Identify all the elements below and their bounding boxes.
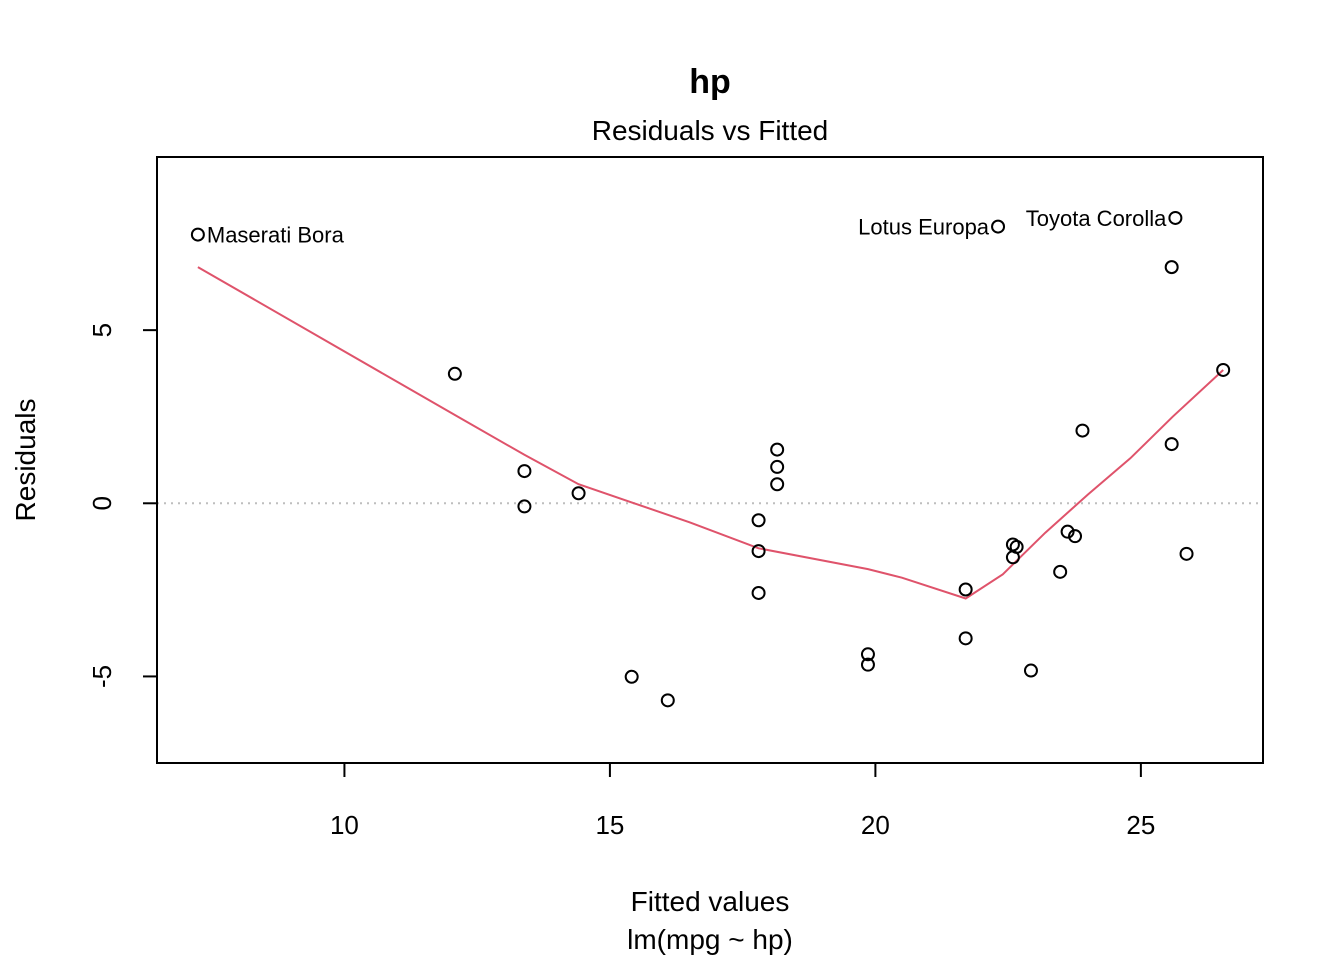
data-point <box>1023 663 1038 678</box>
data-point <box>770 459 785 474</box>
data-point <box>991 219 1006 234</box>
data-point <box>517 499 532 514</box>
point-label: Maserati Bora <box>207 223 345 248</box>
x-axis-label: Fitted values <box>631 886 790 917</box>
data-point <box>751 585 766 600</box>
data-point <box>860 657 875 672</box>
x-tick-label: 10 <box>330 810 359 840</box>
data-point <box>751 544 766 559</box>
data-point <box>1068 529 1083 544</box>
y-tick-label: 5 <box>87 323 117 337</box>
data-points-layer <box>190 210 1231 708</box>
outer-title: hp <box>689 63 731 101</box>
data-point <box>1164 260 1179 275</box>
y-axis-label: Residuals <box>10 399 41 522</box>
point-label: Lotus Europa <box>858 215 990 240</box>
data-point <box>1075 423 1090 438</box>
x-tick-label: 15 <box>595 810 624 840</box>
x-axis-sublabel: lm(mpg ~ hp) <box>627 924 793 955</box>
data-point <box>1168 210 1183 225</box>
data-point <box>660 693 675 708</box>
data-point <box>958 631 973 646</box>
y-tick-label: 0 <box>87 496 117 510</box>
plot-title: Residuals vs Fitted <box>592 115 829 146</box>
data-point <box>447 366 462 381</box>
data-point <box>1005 550 1020 565</box>
data-point <box>860 647 875 662</box>
data-point <box>1179 546 1194 561</box>
data-point <box>571 486 586 501</box>
plot-frame <box>156 156 1264 764</box>
y-tick-label: -5 <box>87 665 117 688</box>
smoother-line <box>197 266 1224 600</box>
point-labels-layer: Maserati Bora Lotus Europa Toyota Corolla <box>207 206 1167 248</box>
smoother-line-layer <box>197 266 1224 600</box>
x-tick-label: 20 <box>861 810 890 840</box>
data-point <box>958 582 973 597</box>
data-point <box>190 227 205 242</box>
data-point <box>624 669 639 684</box>
data-point <box>770 477 785 492</box>
point-label: Toyota Corolla <box>1026 206 1167 231</box>
data-point <box>751 513 766 528</box>
data-point <box>1060 524 1075 539</box>
data-point <box>770 442 785 457</box>
data-point <box>1053 564 1068 579</box>
x-tick-label: 25 <box>1126 810 1155 840</box>
data-point <box>1216 362 1231 377</box>
data-point <box>517 464 532 479</box>
data-point <box>1164 437 1179 452</box>
